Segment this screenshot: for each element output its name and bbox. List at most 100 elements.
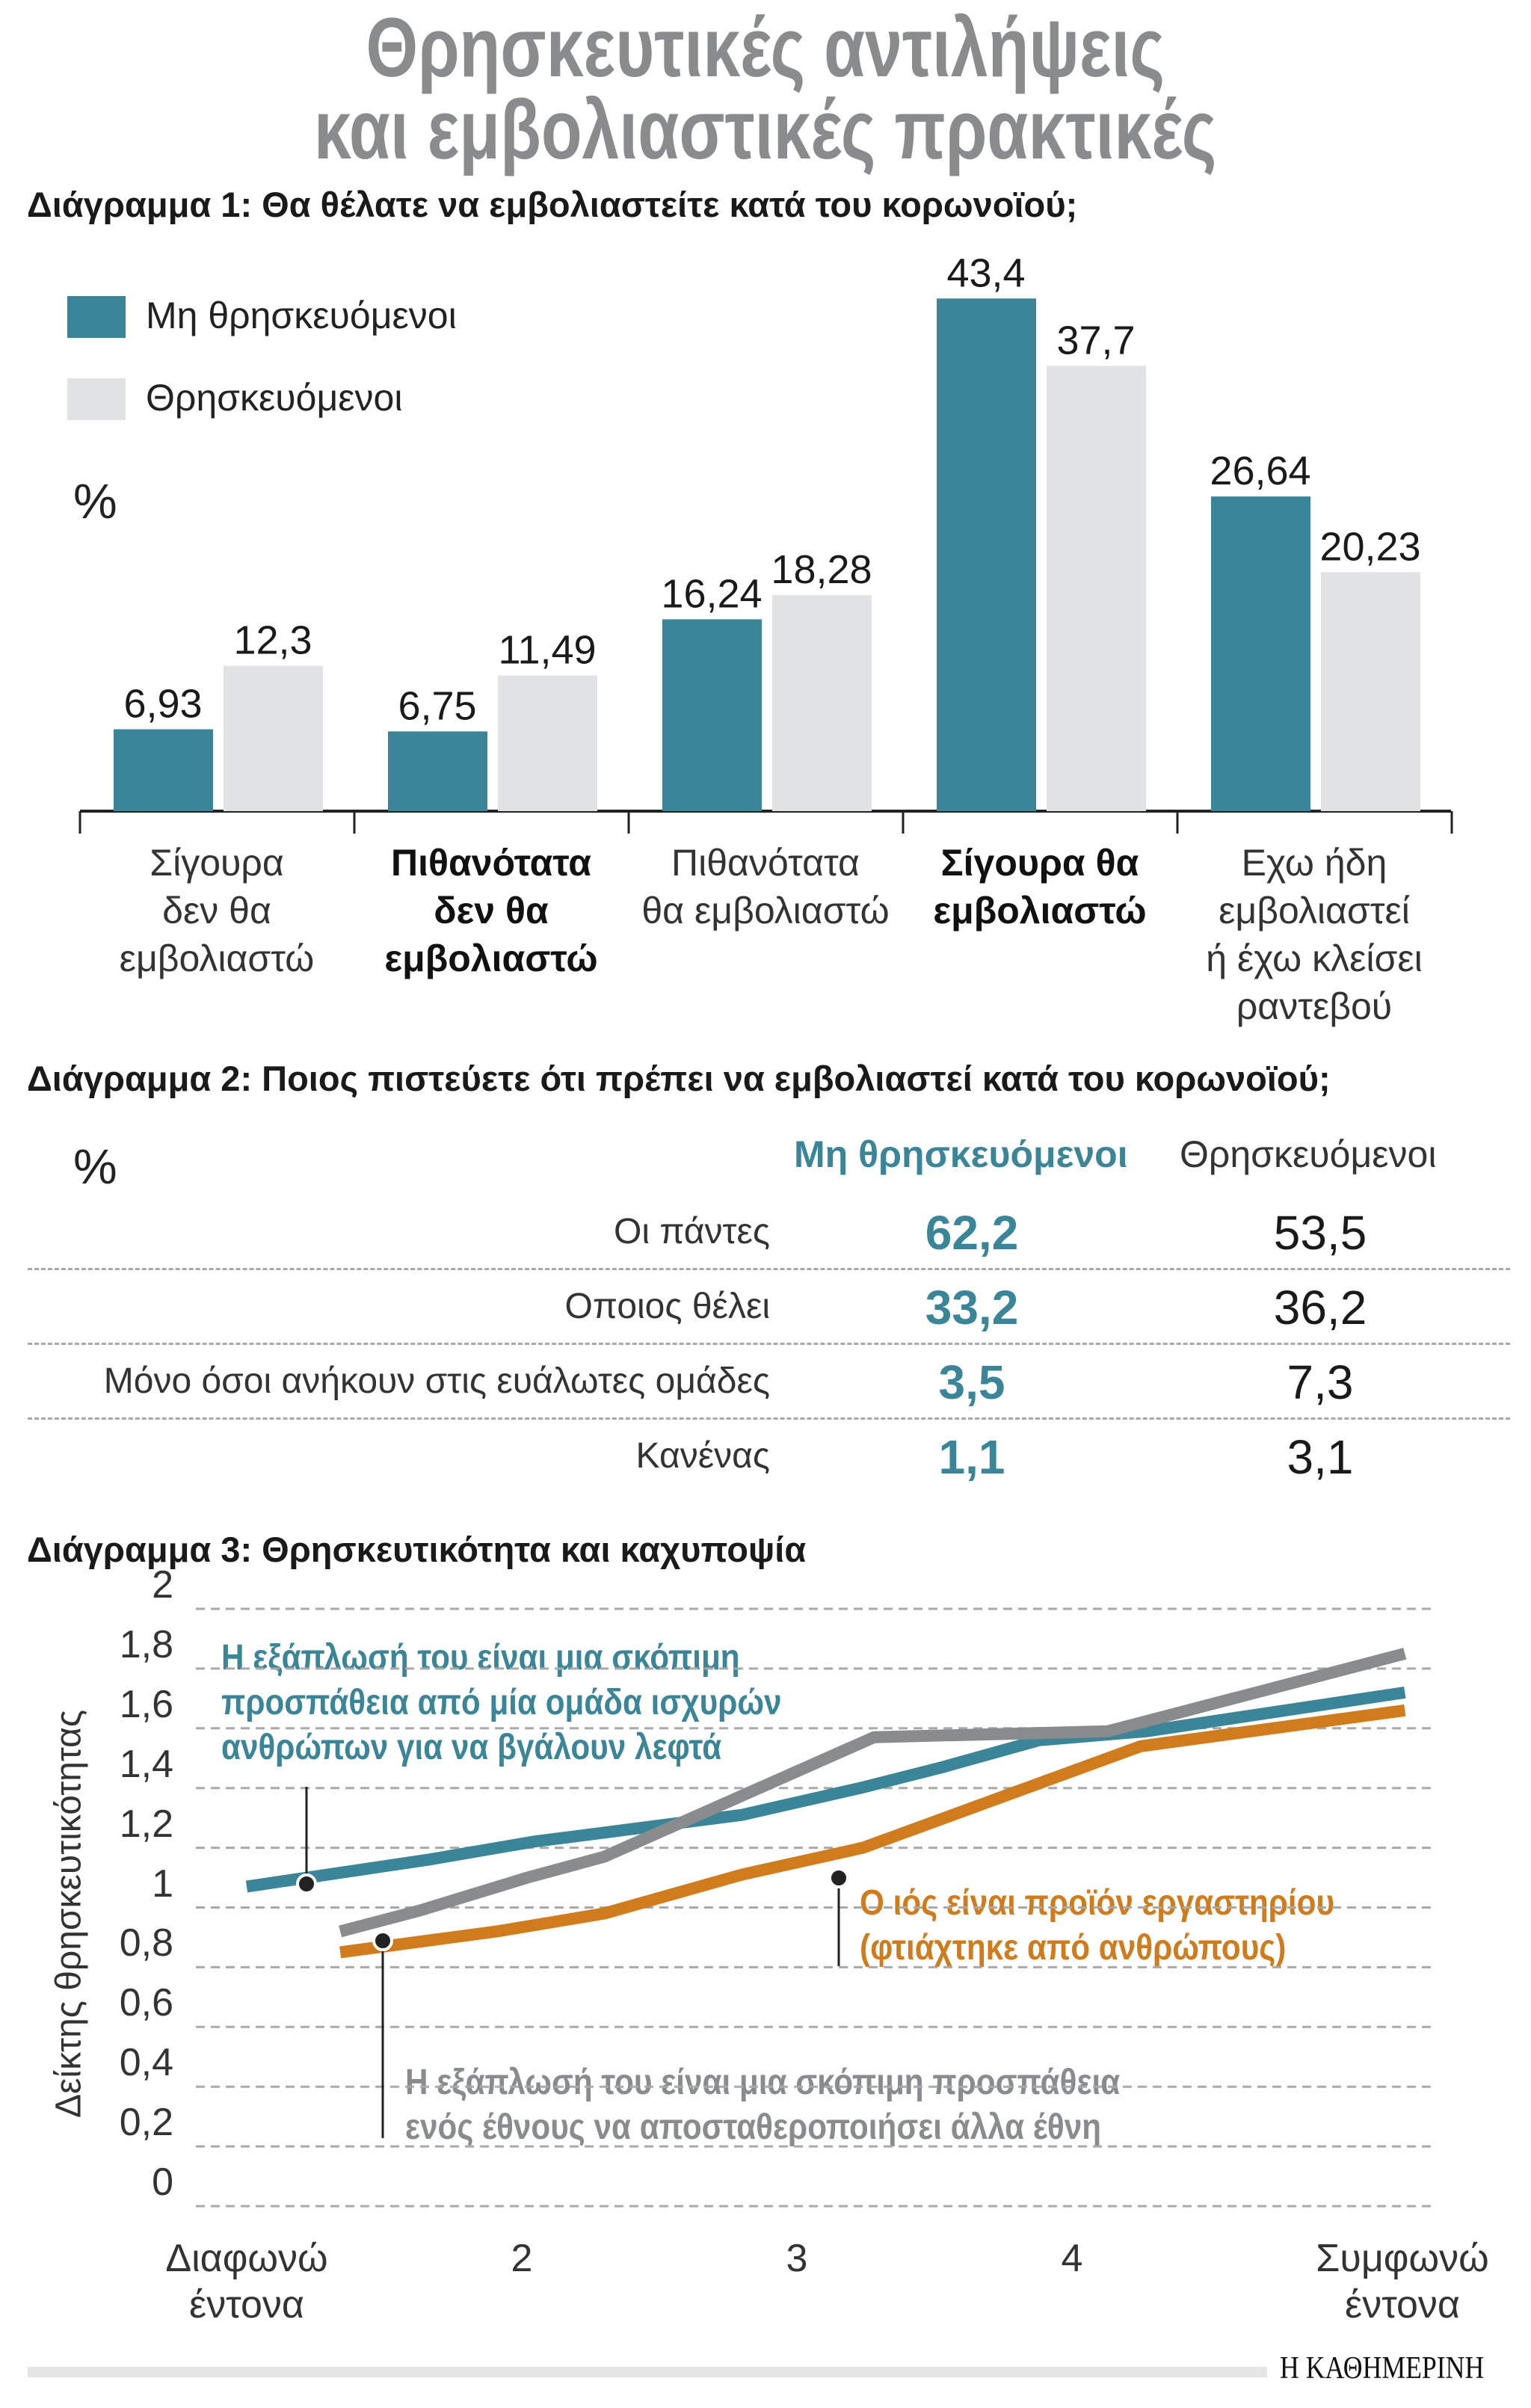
chart1-title: Διάγραμμα 1: Θα θέλατε να εμβολιαστείτε … (27, 185, 1078, 224)
category-label-line: Εχω ήδη (1241, 842, 1387, 884)
chart2-unit-label: % (73, 1139, 117, 1194)
annotation-dot (296, 1873, 317, 1894)
chart3-title: Διάγραμμα 3: Θρησκευτικότητα και καχυποψ… (27, 1530, 807, 1569)
table-value-non-religious: 1,1 (938, 1430, 1005, 1484)
category-label-line: εμβολιαστώ (384, 937, 598, 979)
category-label-line: δεν θα (434, 890, 549, 932)
y-tick-label: 0 (152, 2161, 173, 2204)
bar-value-label: 6,75 (398, 683, 476, 728)
y-tick-label: 0,6 (119, 1981, 173, 2025)
category-label-line: Σίγουρα (150, 842, 284, 884)
x-tick-label-line: 2 (511, 2237, 533, 2280)
annotation-teal: Η εξάπλωσή του είναι μια σκόπιμη προσπάθ… (221, 1638, 782, 1767)
y-tick-label: 1,2 (119, 1802, 173, 1846)
legend-label-non-religious: Μη θρησκευόμενοι (146, 295, 457, 336)
category-label: Σίγουρα θα εμβολιαστώ (905, 839, 1174, 934)
chart1-unit-label: % (73, 473, 117, 529)
column-header-religious: Θρησκευόμενοι (1180, 1133, 1437, 1175)
category-label-line: δεν θα (162, 890, 271, 932)
category-label: Σίγουρα δεν θα εμβολιαστώ (82, 839, 351, 982)
bar-religious (498, 675, 597, 811)
column-header-non-religious: Μη θρησκευόμενοι (794, 1133, 1128, 1175)
bar-non-religious (114, 729, 213, 811)
table-row-divider (28, 1343, 1510, 1345)
x-tick-label-line: Διαφωνώ (165, 2237, 328, 2280)
chart2-title: Διάγραμμα 2: Ποιος πιστεύετε ότι πρέπει … (27, 1059, 1331, 1098)
annotation-gray: Η εξάπλωσή του είναι μια σκόπιμη προσπάθ… (405, 2063, 1121, 2147)
y-tick-label: 0,8 (119, 1921, 173, 1965)
table-row-divider (28, 1417, 1510, 1420)
y-tick-label: 2 (152, 1563, 173, 1607)
x-tick-label-line: έντονα (1345, 2283, 1460, 2327)
table-value-religious: 3,1 (1287, 1430, 1354, 1484)
legend-label-religious: Θρησκευόμενοι (146, 377, 403, 419)
bar-value-label: 43,4 (946, 250, 1025, 295)
bar-non-religious (1211, 496, 1310, 811)
legend-swatch-religious (67, 378, 126, 420)
category-label-line: ραντεβού (1236, 985, 1393, 1027)
table-value-non-religious: 62,2 (925, 1206, 1019, 1260)
legend-swatch-non-religious (67, 296, 126, 338)
page-title-line-2: και εμβολιαστικές πρακτικές (314, 83, 1217, 176)
table-value-non-religious: 33,2 (925, 1281, 1019, 1334)
line-series-orange (339, 1704, 1406, 1959)
y-tick-label: 0,2 (119, 2101, 173, 2145)
y-tick-label: 1,8 (119, 1622, 173, 1666)
source-logo: Η ΚΑΘΗΜΕΡΙΝΗ (1280, 2351, 1485, 2386)
category-label-line: εμβολιαστεί (1219, 890, 1410, 932)
y-tick-label: 1 (152, 1862, 173, 1906)
bar-religious (224, 665, 323, 811)
x-tick-label-line: 3 (786, 2237, 808, 2280)
table-row-label: Μόνο όσοι ανήκουν στις ευάλωτες ομάδες (103, 1361, 770, 1401)
table-value-non-religious: 3,5 (938, 1355, 1005, 1409)
table-row-divider (28, 1268, 1510, 1270)
bar-value-label: 12,3 (233, 618, 312, 663)
bar-religious (1321, 572, 1420, 811)
bar-value-label: 11,49 (498, 627, 596, 672)
table-value-religious: 53,5 (1273, 1206, 1367, 1260)
category-label-line: Πιθανότατα (390, 842, 592, 884)
category-label: Εχω ήδη εμβολιαστεί ή έχω κλείσει ραντεβού (1180, 839, 1449, 1030)
x-tick-label-line: Συμφωνώ (1316, 2237, 1489, 2280)
x-tick-label-line: έντονα (189, 2283, 304, 2327)
footer-bar (28, 2367, 1267, 2377)
category-label: Πιθανότατα δεν θα εμβολιαστώ (357, 839, 626, 982)
bar-value-label: 20,23 (1319, 524, 1420, 569)
bar-value-label: 37,7 (1056, 318, 1135, 363)
category-label-line: εμβολιαστώ (119, 937, 315, 979)
x-tick-label: 3 (685, 2235, 909, 2282)
category-label-line: Πιθανότατα (671, 842, 860, 884)
bar-value-label: 18,28 (771, 547, 872, 592)
bar-value-label: 26,64 (1210, 449, 1310, 493)
category-label-line: εμβολιαστώ (933, 890, 1147, 932)
table-value-religious: 7,3 (1287, 1355, 1354, 1409)
annotation-orange: Ο ιός είναι προϊόν εργαστηρίου (φτιάχτηκ… (860, 1883, 1335, 1968)
annotation-dot (828, 1867, 849, 1888)
category-label-line: Σίγουρα θα (940, 842, 1139, 884)
x-tick-label: 2 (410, 2235, 634, 2282)
table-row-label: Οποιος θέλει (564, 1287, 770, 1326)
x-tick-label: Διαφωνώ έντονα (135, 2235, 359, 2328)
bar-religious (1047, 366, 1146, 812)
category-label-line: θα εμβολιαστώ (641, 890, 890, 932)
bar-value-label: 16,24 (661, 571, 762, 616)
line-series-gray (339, 1648, 1407, 1938)
page-title-line-1: Θρησκευτικές αντιλήψεις (366, 1, 1165, 94)
y-tick-label: 0,4 (119, 2041, 173, 2085)
table-value-religious: 36,2 (1273, 1281, 1367, 1334)
bar-non-religious (388, 731, 487, 811)
y-tick-label: 1,4 (119, 1742, 173, 1786)
y-tick-label: 1,6 (119, 1682, 173, 1726)
table-row-label: Οι πάντες (613, 1212, 770, 1251)
x-tick-label: Συμφωνώ έντονα (1290, 2235, 1515, 2328)
bar-non-religious (662, 619, 762, 811)
category-label: Πιθανότατα θα εμβολιαστώ (631, 839, 900, 934)
bar-value-label: 6,93 (123, 682, 202, 727)
category-label-line: ή έχω κλείσει (1206, 937, 1423, 979)
x-tick-label: 4 (960, 2235, 1184, 2282)
bar-religious (772, 595, 872, 811)
x-tick-label-line: 4 (1061, 2237, 1083, 2280)
annotation-dot (372, 1930, 393, 1951)
bar-non-religious (937, 298, 1036, 811)
